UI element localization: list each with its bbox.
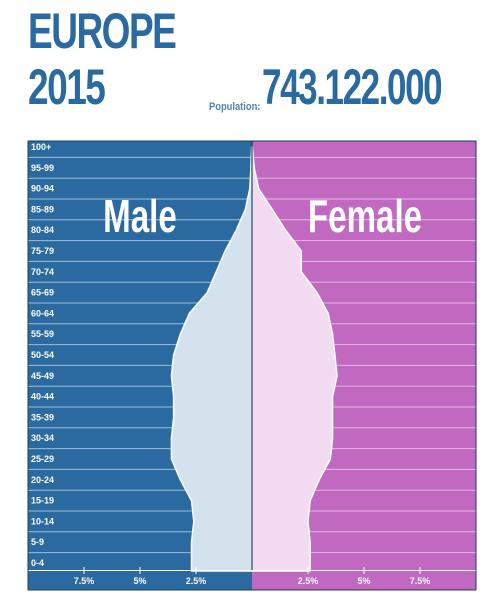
female-axis-strip xyxy=(252,571,476,590)
age-label-35-39: 35-39 xyxy=(31,412,54,422)
age-label-100+: 100+ xyxy=(31,142,51,152)
male-axis-strip xyxy=(28,571,252,590)
female-population-area xyxy=(251,146,338,572)
age-label-40-44: 40-44 xyxy=(31,392,54,402)
female-label: Female xyxy=(308,192,422,242)
x-tick-label: 5% xyxy=(133,576,146,586)
title-year: 2015 xyxy=(28,59,106,115)
age-label-85-89: 85-89 xyxy=(31,204,54,214)
age-label-95-99: 95-99 xyxy=(31,163,54,173)
title-region: EUROPE xyxy=(28,3,177,59)
age-label-90-94: 90-94 xyxy=(31,184,54,194)
age-label-65-69: 65-69 xyxy=(31,288,54,298)
x-tick-label: 2.5% xyxy=(186,576,207,586)
age-label-45-49: 45-49 xyxy=(31,371,54,381)
age-label-80-84: 80-84 xyxy=(31,225,54,235)
age-label-50-54: 50-54 xyxy=(31,350,54,360)
male-label: Male xyxy=(103,192,177,242)
male-population-area xyxy=(170,146,253,572)
age-label-30-34: 30-34 xyxy=(31,433,54,443)
age-label-60-64: 60-64 xyxy=(31,308,54,318)
age-label-75-79: 75-79 xyxy=(31,246,54,256)
age-label-25-29: 25-29 xyxy=(31,454,54,464)
age-label-20-24: 20-24 xyxy=(31,475,54,485)
x-tick-label: 5% xyxy=(357,576,370,586)
population-value: 743.122.000 xyxy=(262,59,443,115)
chart-border xyxy=(27,140,477,591)
x-tick-label: 7.5% xyxy=(410,576,431,586)
x-tick-label: 2.5% xyxy=(298,576,319,586)
age-label-0-4: 0-4 xyxy=(31,558,44,568)
age-label-55-59: 55-59 xyxy=(31,329,54,339)
age-label-70-74: 70-74 xyxy=(31,267,54,277)
age-label-15-19: 15-19 xyxy=(31,496,54,506)
age-label-5-9: 5-9 xyxy=(31,537,44,547)
age-label-10-14: 10-14 xyxy=(31,516,54,526)
population-label: Population: xyxy=(209,101,261,113)
x-tick-label: 7.5% xyxy=(74,576,95,586)
